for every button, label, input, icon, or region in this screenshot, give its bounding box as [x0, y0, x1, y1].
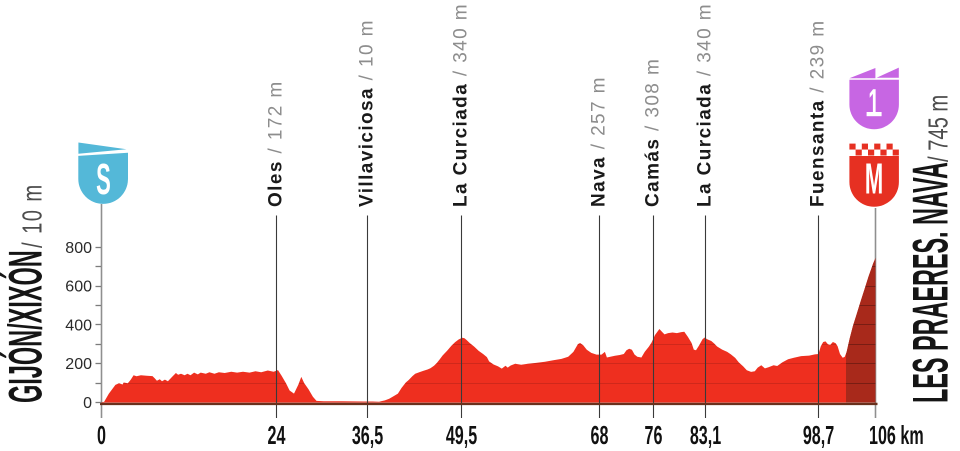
svg-text:1: 1 [868, 81, 879, 125]
svg-text:24: 24 [268, 420, 286, 450]
svg-text:400: 400 [65, 317, 92, 334]
svg-text:68: 68 [591, 420, 609, 450]
svg-text:La Curciada / 340 m: La Curciada / 340 m [695, 3, 716, 207]
svg-text:106 km: 106 km [869, 420, 924, 450]
svg-text:S: S [96, 156, 111, 204]
svg-text:98,7: 98,7 [803, 420, 834, 450]
svg-text:800: 800 [65, 240, 92, 257]
svg-text:/ 745 m: / 745 m [923, 95, 954, 162]
svg-text:/ 10 m: / 10 m [18, 183, 49, 248]
svg-text:76: 76 [645, 420, 663, 450]
svg-text:La Curciada / 340 m: La Curciada / 340 m [451, 3, 472, 207]
svg-text:0: 0 [83, 395, 92, 412]
svg-text:M: M [865, 156, 883, 204]
svg-text:0: 0 [97, 420, 106, 450]
svg-text:Villaviciosa / 10 m: Villaviciosa / 10 m [357, 19, 378, 207]
svg-text:Oles / 172 m: Oles / 172 m [266, 80, 287, 207]
svg-text:LES PRAERES. NAVA: LES PRAERES. NAVA [904, 162, 959, 403]
svg-text:83,1: 83,1 [690, 420, 721, 450]
svg-text:49,5: 49,5 [446, 420, 477, 450]
svg-text:200: 200 [65, 356, 92, 373]
svg-text:Fuensanta / 239 m: Fuensanta / 239 m [808, 20, 829, 207]
svg-text:Camás / 308 m: Camás / 308 m [643, 58, 664, 207]
svg-text:Nava / 257 m: Nava / 257 m [589, 76, 610, 207]
svg-text:GIJÓN/XIXÓN: GIJÓN/XIXÓN [0, 250, 52, 403]
svg-text:36,5: 36,5 [352, 420, 383, 450]
svg-text:600: 600 [65, 279, 92, 296]
